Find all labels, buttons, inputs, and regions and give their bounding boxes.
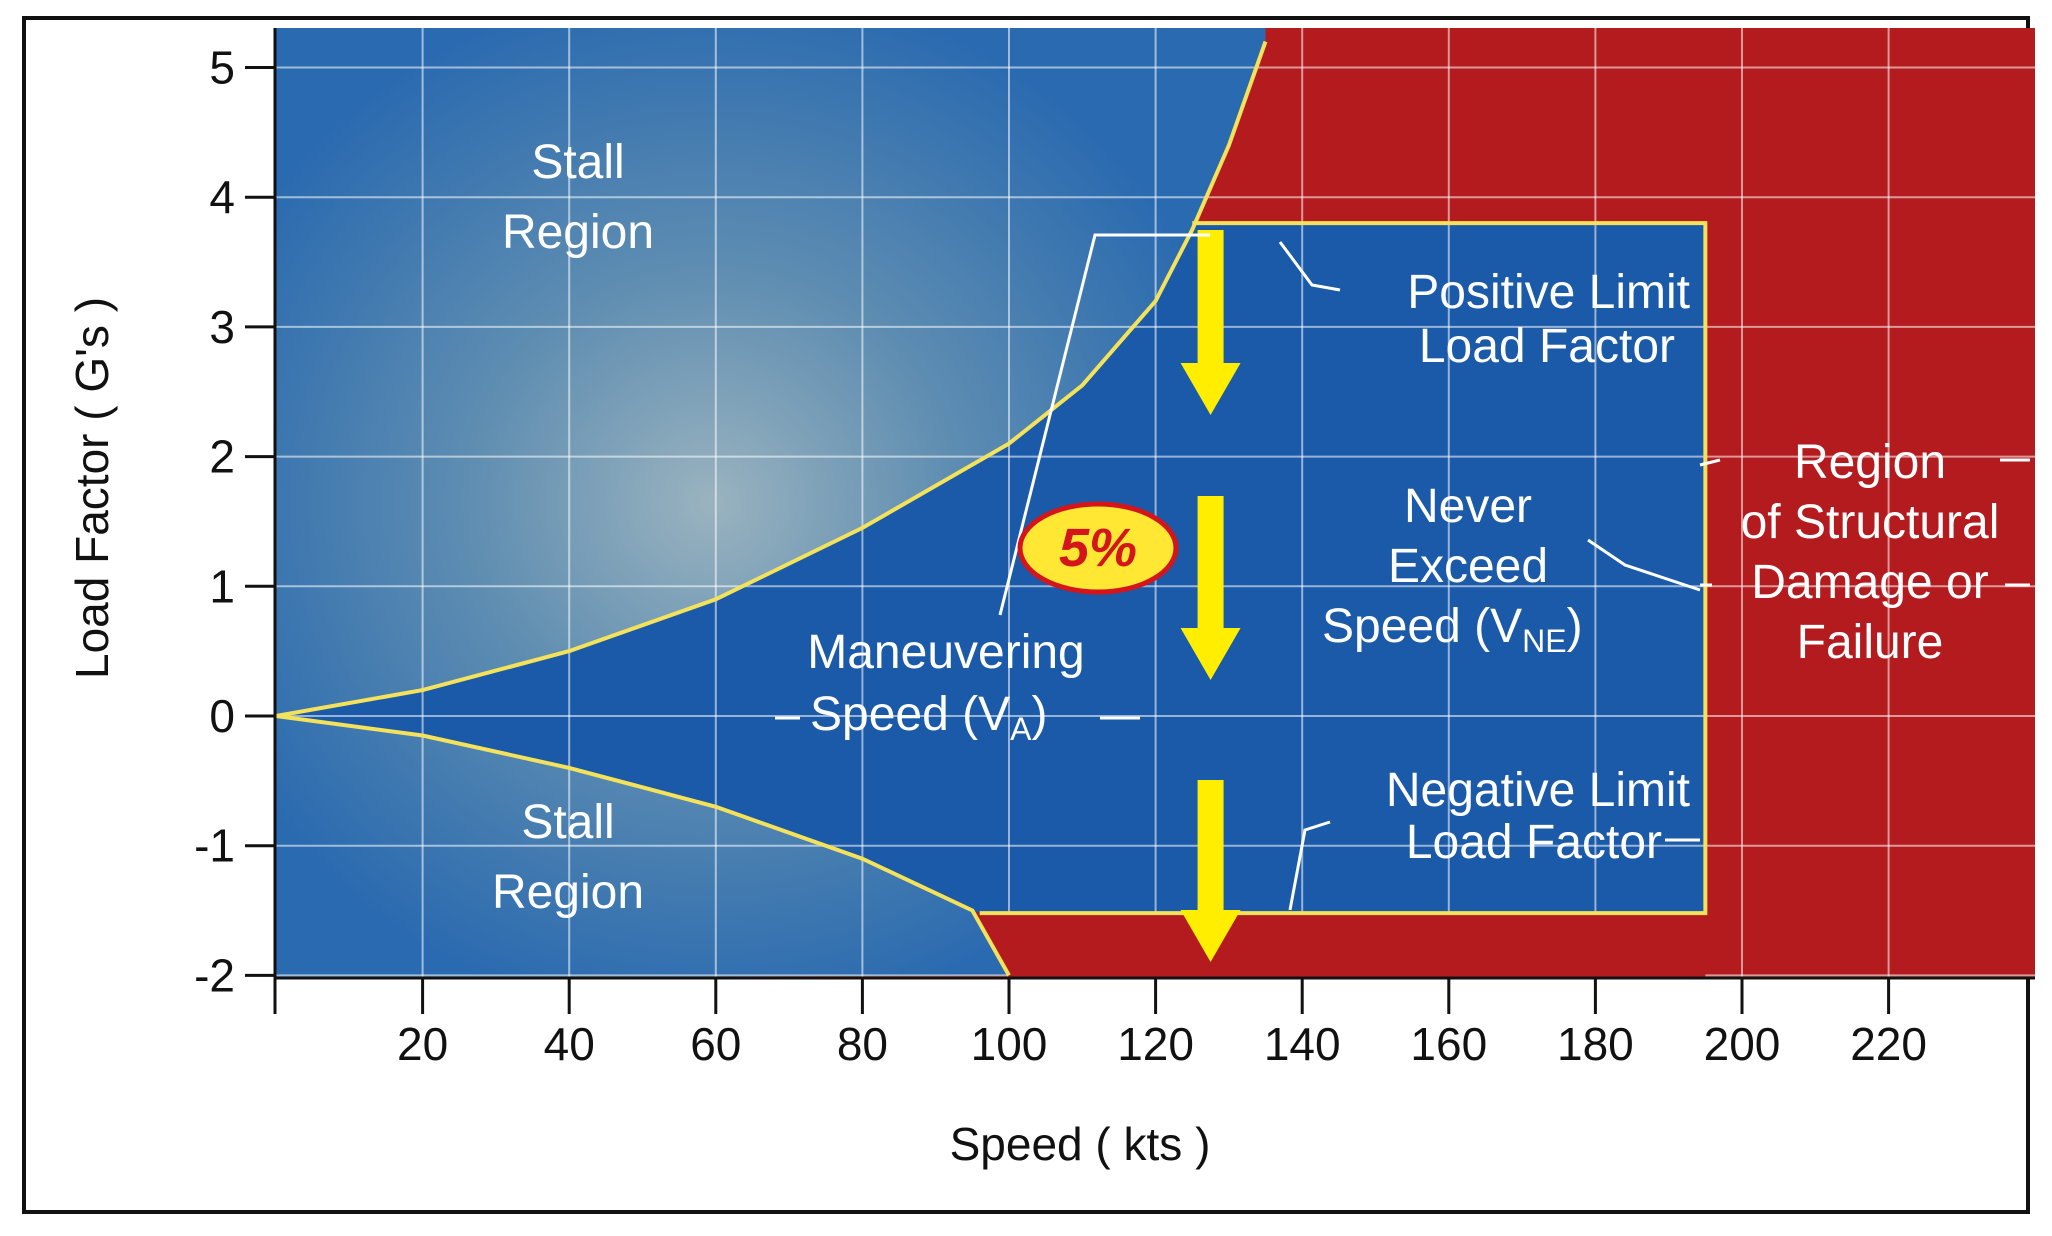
stall-region-top-label-1: Stall [531,136,624,189]
negative-limit-leader [1288,820,1331,911]
positive-stall-curve [275,40,1268,718]
x-tick-label-140: 140 [1264,1018,1341,1070]
y-tick-label-0: 0 [209,690,235,742]
flight-envelope-fill [276,223,1706,914]
maneuvering-label-2: Speed (VA) [810,688,1047,747]
envelope-outline [979,221,1708,916]
x-axis-title: Speed ( kts ) [950,1118,1211,1170]
x-tick-label-160: 160 [1410,1018,1487,1070]
y-axis-title: Load Factor ( G's ) [66,297,118,679]
x-tick-label-220: 220 [1850,1018,1927,1070]
y-tick-label-5: 5 [209,42,235,94]
x-tick-label-80: 80 [837,1018,888,1070]
x-tick-label-120: 120 [1117,1018,1194,1070]
x-tick-label-100: 100 [971,1018,1048,1070]
y-tick-label--1: -1 [194,820,235,872]
maneuvering-leader [998,233,1210,616]
y-tick-label--2: -2 [194,949,235,1001]
structural-label-3: Damage or [1751,556,1988,609]
never-exceed-label-2: Exceed [1388,540,1548,593]
y-tick-label-2: 2 [209,431,235,483]
structural-label-4: Failure [1797,616,1944,669]
structural-label-2: of Structural [1741,496,2000,549]
y-tick-label-4: 4 [209,171,235,223]
maneuvering-label-1: Maneuvering [807,626,1085,679]
y-tick-label-1: 1 [209,560,235,612]
percent-badge-text: 5% [1059,518,1137,578]
positive-limit-label-2: Load Factor [1419,320,1675,373]
never-exceed-leader [1587,538,1701,592]
lower-red-wedge [979,913,1706,978]
x-tick-label-180: 180 [1557,1018,1634,1070]
stall-region-fill [275,28,1266,978]
negative-stall-curve [275,714,1011,977]
negative-limit-label-2: Load Factor [1406,816,1662,869]
structural-label-1: Region [1794,436,1946,489]
stall-region-bottom-label-1: Stall [521,796,614,849]
down-arrow-3 [1180,780,1241,962]
positive-limit-label-1: Positive Limit [1407,266,1690,319]
x-tick-label-200: 200 [1704,1018,1781,1070]
never-exceed-label-1: Never [1404,480,1532,533]
stall-region-top-label-2: Region [502,206,654,259]
negative-limit-label-1: Negative Limit [1386,764,1690,817]
percent-badge: 5% [1017,501,1179,595]
down-arrow-2 [1180,496,1241,680]
positive-limit-leader [1278,241,1341,292]
annotation-layer [775,230,2030,962]
stall-region-bottom-label-2: Region [492,866,644,919]
down-arrow-1 [1180,230,1241,415]
x-tick-label-60: 60 [690,1018,741,1070]
grid-lines [275,28,2035,978]
never-exceed-label-3: Speed (VNE) [1322,600,1583,659]
x-tick-label-20: 20 [397,1018,448,1070]
x-tick-label-40: 40 [544,1018,595,1070]
axis-ticks: 20 40 60 80 100 120 140 160 180 200 220 5 4 3 2 1 0 -1 -2 [194,42,1927,1071]
structural-leader-1 [1699,458,1721,467]
y-tick-label-3: 3 [209,301,235,353]
